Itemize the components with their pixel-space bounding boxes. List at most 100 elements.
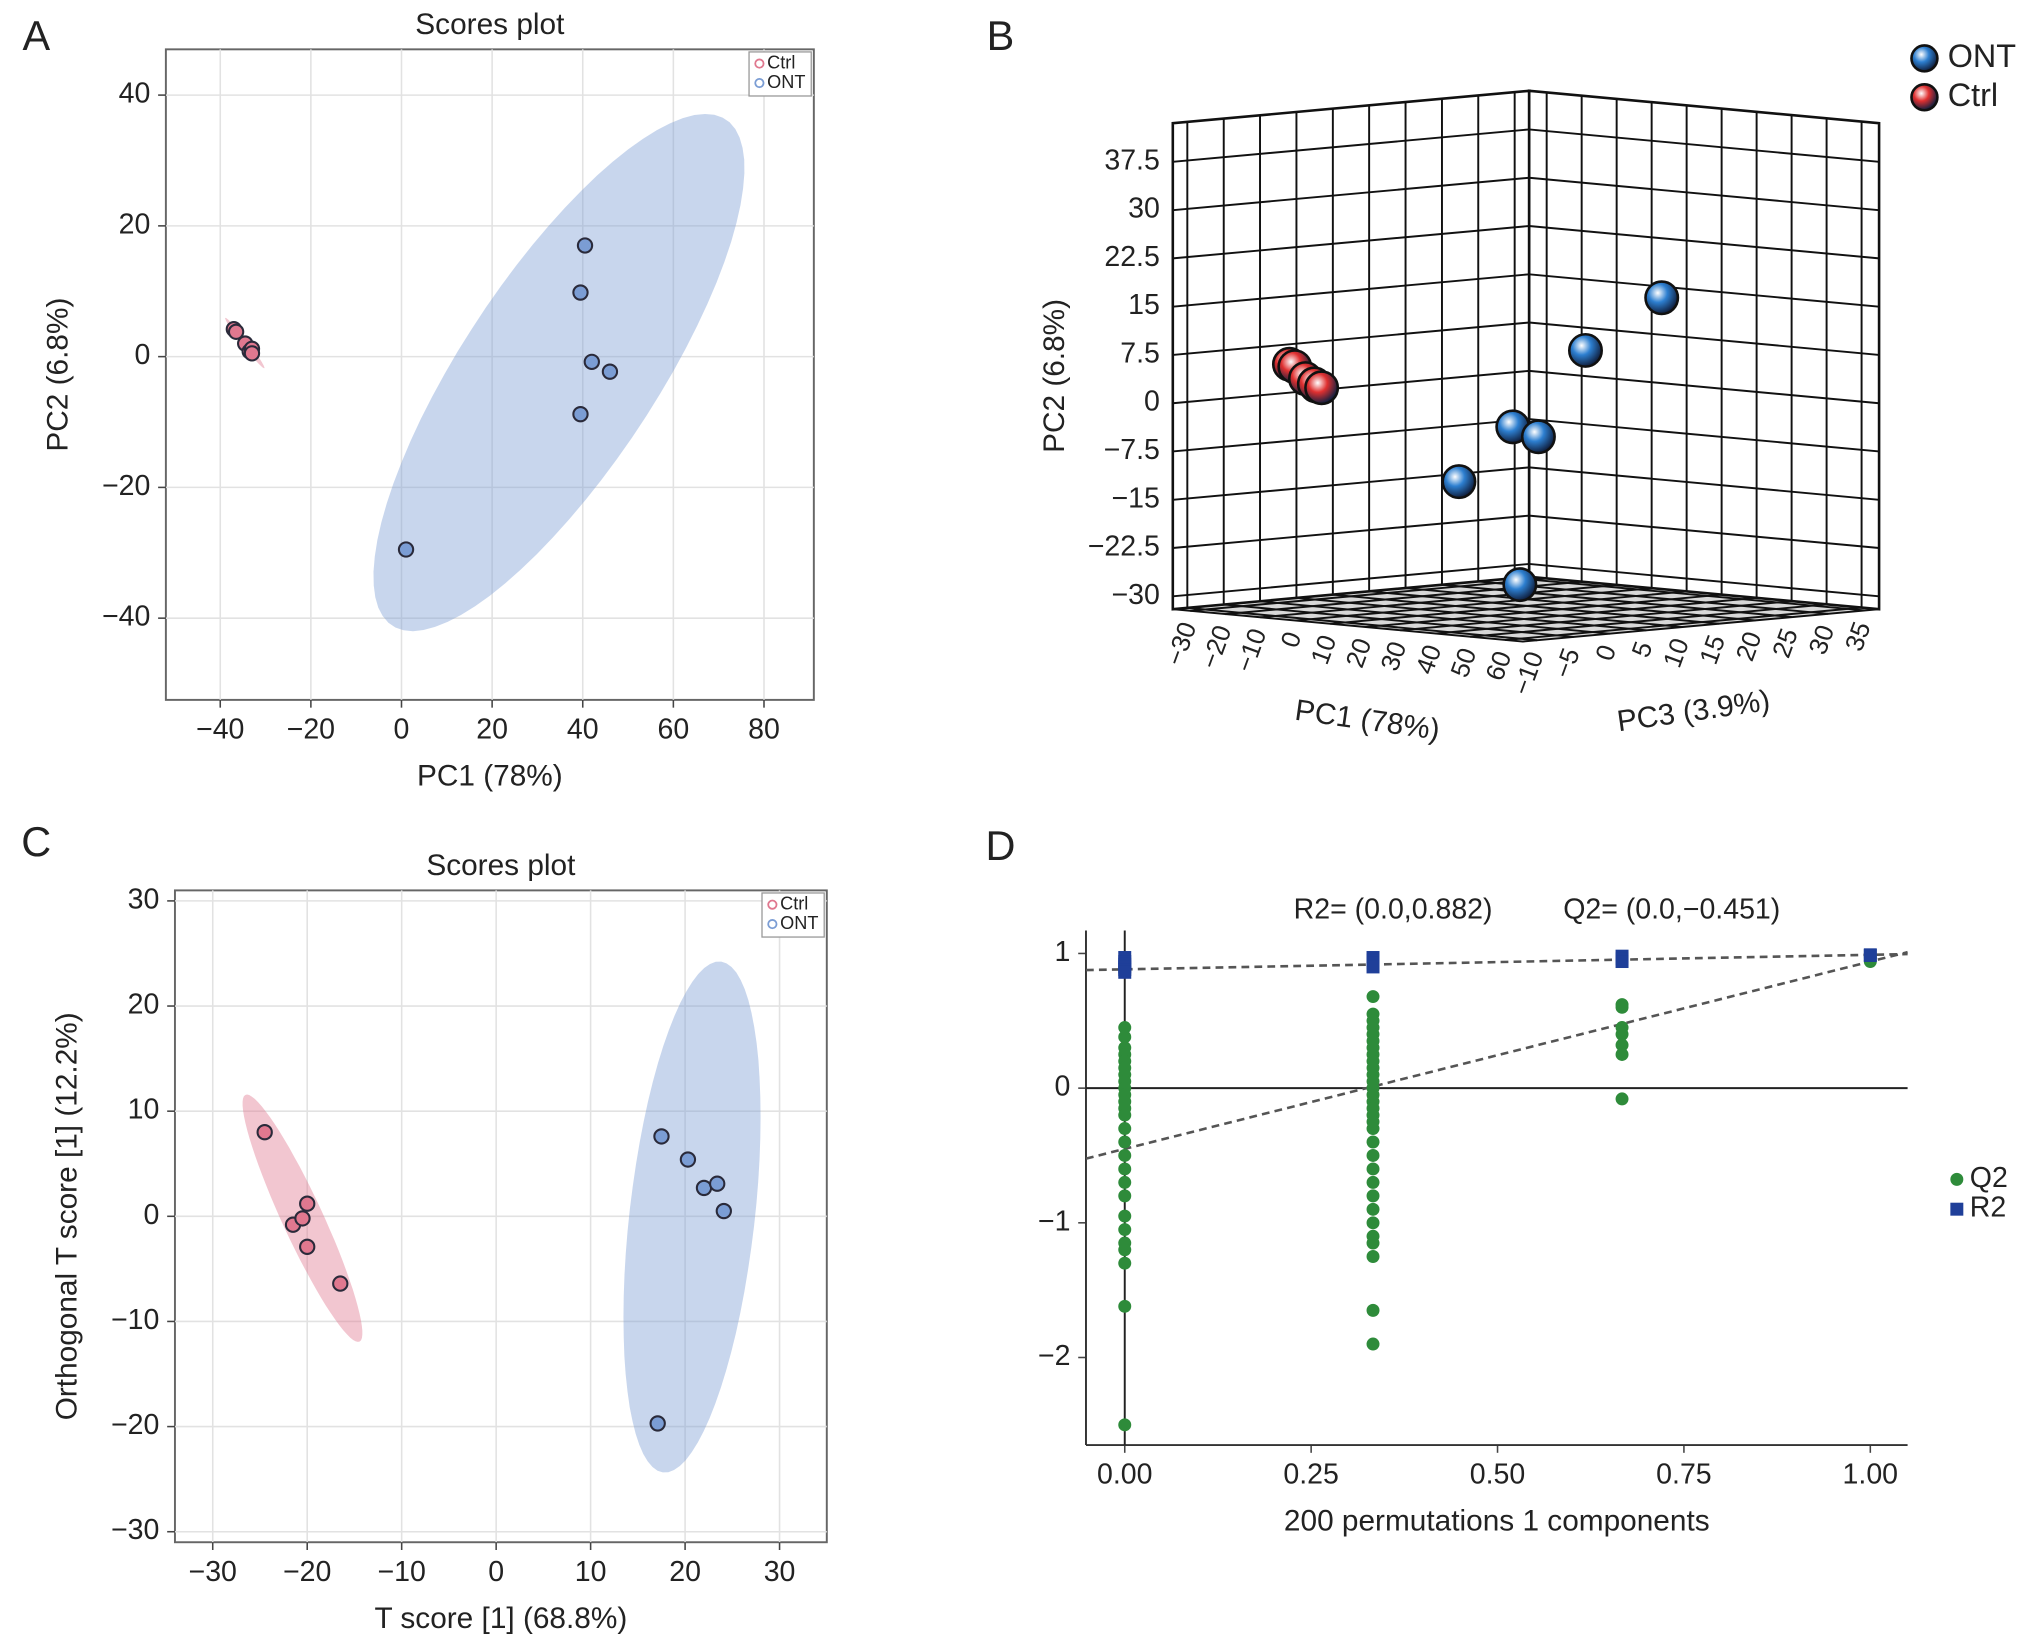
legend-label: Ctrl (780, 893, 808, 913)
point (1118, 1135, 1132, 1149)
point (1118, 1030, 1132, 1044)
point (1366, 1162, 1380, 1176)
point (1366, 1202, 1380, 1216)
z-tick-label: −5 (1549, 645, 1585, 682)
legend-label: ONT (1948, 38, 2017, 74)
point (1118, 1021, 1132, 1035)
legend-label: Ctrl (767, 52, 795, 72)
z-tick-label: 25 (1768, 625, 1804, 662)
grid-line (1259, 115, 1611, 635)
x-tick-label: 40 (567, 714, 599, 746)
x-tick-label: 10 (575, 1556, 607, 1588)
grid-line (1172, 514, 1880, 549)
x-tick-label: 0.00 (1097, 1459, 1152, 1491)
y-tick-label: 22.5 (1104, 241, 1159, 273)
grid-line (1186, 121, 1538, 642)
grid-line (1225, 95, 1583, 616)
x-tick-label: −30 (189, 1556, 237, 1588)
point (1520, 419, 1556, 455)
z-tick-label: −10 (1508, 648, 1549, 699)
point (1366, 960, 1380, 974)
y-tick-label: −2 (1038, 1340, 1071, 1372)
x-tick-label: 1.00 (1843, 1459, 1898, 1491)
point (1118, 1209, 1132, 1223)
point (649, 1415, 666, 1432)
point (227, 323, 245, 340)
legend-marker (767, 919, 778, 930)
legend-marker (1950, 1172, 1964, 1186)
panel-label: D (985, 822, 1015, 869)
point (1366, 1337, 1380, 1351)
x-tick-label: 50 (1446, 644, 1482, 681)
z-tick-label: 0 (1591, 641, 1622, 664)
point (679, 1151, 697, 1168)
grid-line (1505, 121, 1863, 641)
grid-line (1365, 108, 1723, 629)
z-tick-label: 15 (1695, 631, 1731, 668)
point (1118, 1418, 1132, 1432)
grid-line (1190, 92, 1548, 612)
legend-marker (1910, 44, 1939, 73)
x-tick-label: 60 (658, 714, 690, 746)
x-axis-label: PC1 (78%) (417, 760, 563, 793)
panel-label: A (22, 12, 50, 59)
x-tick-label: −40 (196, 714, 244, 746)
grid-line (1172, 321, 1880, 356)
y-tick-label: 15 (1128, 289, 1160, 321)
y-tick-label: −30 (1111, 579, 1159, 611)
point (1304, 370, 1340, 406)
point (1644, 280, 1680, 316)
grid-line (1404, 102, 1756, 622)
y-axis-label: PC2 (6.8%) (41, 298, 74, 452)
point (1118, 965, 1132, 979)
legend-marker (767, 899, 778, 910)
point (1615, 955, 1629, 969)
y-tick-label: 30 (128, 883, 160, 915)
x-tick-label: −20 (283, 1556, 331, 1588)
y-tick-label: −15 (1111, 482, 1159, 514)
y-tick-label: 37.5 (1104, 144, 1159, 176)
y-tick-label: 30 (1128, 193, 1160, 225)
plot-frame (164, 48, 815, 701)
grid-line (1295, 102, 1653, 622)
y-tick-label: 0 (1144, 386, 1160, 418)
point (1118, 1122, 1132, 1136)
grid-line (1172, 273, 1880, 308)
x-tick-label: −10 (377, 1556, 425, 1588)
x-tick-label: 0 (394, 714, 410, 746)
grid-line (1172, 466, 1880, 501)
legend-marker (1950, 1202, 1964, 1216)
z-tick-label: 10 (1659, 635, 1695, 672)
grid-line (1172, 369, 1880, 405)
z-tick-label: 20 (1731, 628, 1767, 665)
point (1118, 1243, 1132, 1257)
x-tick-label: 0 (1276, 628, 1307, 651)
grid-line (1172, 128, 1880, 163)
x-tick-label: 0.25 (1283, 1459, 1338, 1491)
point (1366, 1122, 1380, 1136)
point (583, 353, 600, 371)
x-tick-label: 30 (764, 1556, 796, 1588)
x-axis-label: PC1 (78%) (1293, 694, 1442, 747)
point (299, 1238, 316, 1255)
y-tick-label: 10 (128, 1094, 160, 1126)
grid-line (1440, 98, 1792, 619)
x-tick-label: 80 (748, 714, 780, 746)
permutation-regression-line (1085, 952, 1908, 972)
y-axis-label: Orthogonal T score [1] (12.2%) (51, 1012, 84, 1420)
x-tick-label: 0.50 (1470, 1459, 1525, 1491)
y-tick-label: 0 (134, 339, 150, 371)
point (1366, 1250, 1380, 1263)
point (243, 345, 261, 362)
legend-marker (1910, 83, 1939, 112)
grid-line (1172, 224, 1880, 260)
y-tick-label: −30 (111, 1514, 159, 1546)
grid-line (1172, 562, 1880, 598)
legend-marker (754, 58, 765, 69)
x-tick-label: 0 (488, 1556, 504, 1588)
point (1366, 1303, 1380, 1317)
legend-label: R2 (1970, 1192, 2006, 1224)
y-tick-label: 0 (1055, 1071, 1071, 1103)
point (715, 1202, 732, 1220)
